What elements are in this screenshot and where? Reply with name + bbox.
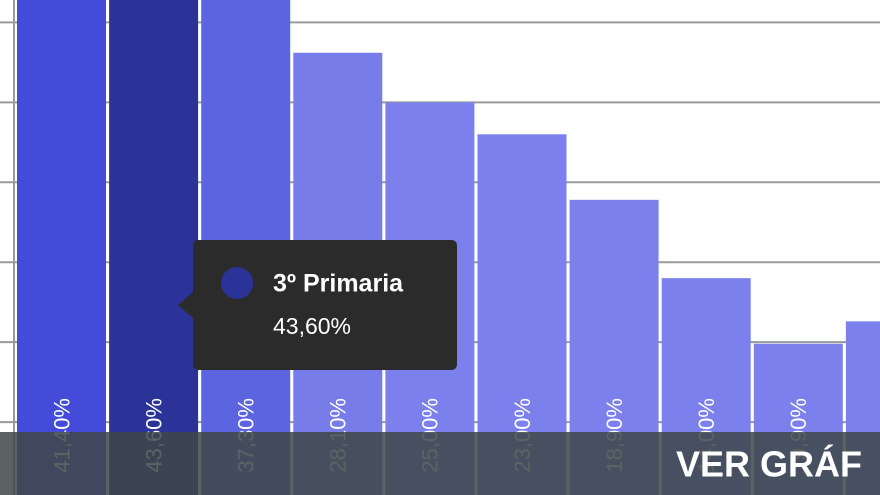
tooltip-title: 3º Primaria [273,270,404,298]
tooltip: 3º Primaria 43,60% [178,240,457,370]
tooltip-box [178,240,457,370]
bar [17,0,106,495]
bar [109,0,199,495]
button-label[interactable]: VER GRÁF [676,444,862,485]
tooltip-marker [221,267,253,299]
tooltip-value: 43,60% [273,313,351,339]
button-background[interactable] [0,432,880,495]
button-bar[interactable]: VER GRÁF [0,432,880,495]
